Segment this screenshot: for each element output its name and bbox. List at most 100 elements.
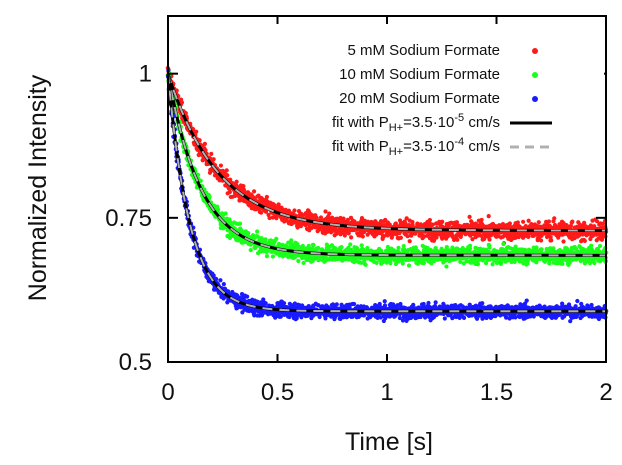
- data-point: [600, 221, 606, 226]
- data-point: [430, 222, 435, 227]
- data-point: [539, 238, 544, 243]
- data-point: [300, 243, 305, 249]
- data-point: [334, 302, 339, 307]
- data-point: [245, 294, 250, 299]
- data-point: [434, 235, 439, 240]
- data-point: [341, 216, 346, 221]
- data-point: [238, 198, 243, 203]
- data-point: [421, 233, 426, 239]
- data-point: [318, 215, 324, 220]
- data-point: [387, 222, 392, 227]
- data-point: [270, 215, 275, 220]
- data-point: [179, 100, 185, 105]
- data-point: [513, 244, 518, 249]
- data-point: [406, 263, 412, 268]
- data-point: [272, 203, 277, 208]
- data-point: [202, 141, 207, 146]
- data-point: [589, 243, 594, 248]
- data-point: [207, 194, 212, 200]
- data-point: [551, 246, 556, 251]
- data-point: [363, 262, 368, 267]
- data-point: [526, 234, 531, 239]
- data-point: [267, 215, 272, 221]
- data-point: [183, 111, 188, 116]
- data-point: [486, 214, 491, 219]
- data-point: [388, 261, 393, 266]
- data-point: [234, 179, 239, 184]
- data-point: [194, 129, 199, 134]
- data-point: [582, 238, 587, 243]
- data-point: [237, 221, 243, 226]
- data-point: [546, 219, 552, 224]
- data-point: [349, 235, 354, 240]
- data-point: [298, 223, 303, 229]
- data-point: [374, 260, 379, 265]
- data-point: [211, 157, 216, 162]
- data-point: [549, 238, 554, 243]
- data-point: [479, 233, 484, 239]
- data-point: [431, 238, 437, 243]
- data-point: [400, 261, 405, 266]
- data-point: [359, 243, 364, 248]
- data-point: [292, 208, 297, 213]
- data-point: [327, 211, 332, 216]
- data-point: [360, 234, 365, 239]
- data-point: [523, 247, 528, 252]
- data-point: [255, 229, 260, 234]
- data-point: [501, 241, 506, 247]
- data-point: [218, 278, 223, 283]
- data-point: [263, 237, 268, 242]
- data-point: [259, 236, 264, 241]
- data-point: [225, 173, 230, 178]
- data-point: [467, 214, 472, 219]
- data-point: [256, 193, 261, 198]
- data-point: [218, 163, 223, 168]
- data-point: [224, 168, 229, 173]
- data-point: [214, 276, 219, 282]
- data-point: [274, 236, 279, 241]
- data-point: [345, 217, 350, 222]
- data-point: [270, 254, 275, 259]
- data-point: [405, 234, 410, 239]
- data-point: [401, 243, 406, 249]
- data-point: [274, 216, 279, 221]
- data-point: [467, 246, 473, 251]
- data-point: [196, 172, 201, 177]
- data-point: [597, 243, 603, 249]
- data-point: [479, 217, 484, 223]
- data-point: [470, 237, 475, 242]
- data-point: [526, 218, 531, 223]
- data-point: [461, 315, 467, 320]
- data-point: [536, 220, 541, 225]
- data-point: [323, 209, 328, 214]
- data-point: [221, 282, 226, 287]
- data-point: [227, 190, 232, 195]
- data-point: [594, 219, 600, 224]
- data-point: [251, 189, 257, 194]
- data-point: [385, 233, 390, 238]
- data-point: [421, 260, 427, 266]
- data-point: [348, 242, 353, 247]
- data-point: [300, 213, 305, 218]
- data-point: [445, 234, 450, 239]
- data-point: [314, 216, 319, 221]
- data-point: [469, 260, 475, 265]
- data-point: [241, 183, 246, 189]
- data-point: [209, 151, 214, 156]
- data-point: [264, 194, 270, 200]
- data-point: [487, 237, 492, 242]
- data-point: [223, 211, 228, 216]
- data-point: [278, 314, 283, 319]
- data-point: [552, 216, 557, 221]
- data-point: [582, 220, 587, 225]
- data-point: [539, 247, 544, 252]
- data-point: [475, 262, 481, 267]
- data-point: [592, 260, 597, 266]
- data-point: [570, 219, 575, 224]
- data-point: [248, 247, 253, 253]
- data-point: [311, 242, 316, 248]
- data-point: [390, 232, 396, 237]
- data-point: [351, 301, 357, 307]
- data-point: [263, 209, 269, 214]
- data-point: [260, 197, 266, 202]
